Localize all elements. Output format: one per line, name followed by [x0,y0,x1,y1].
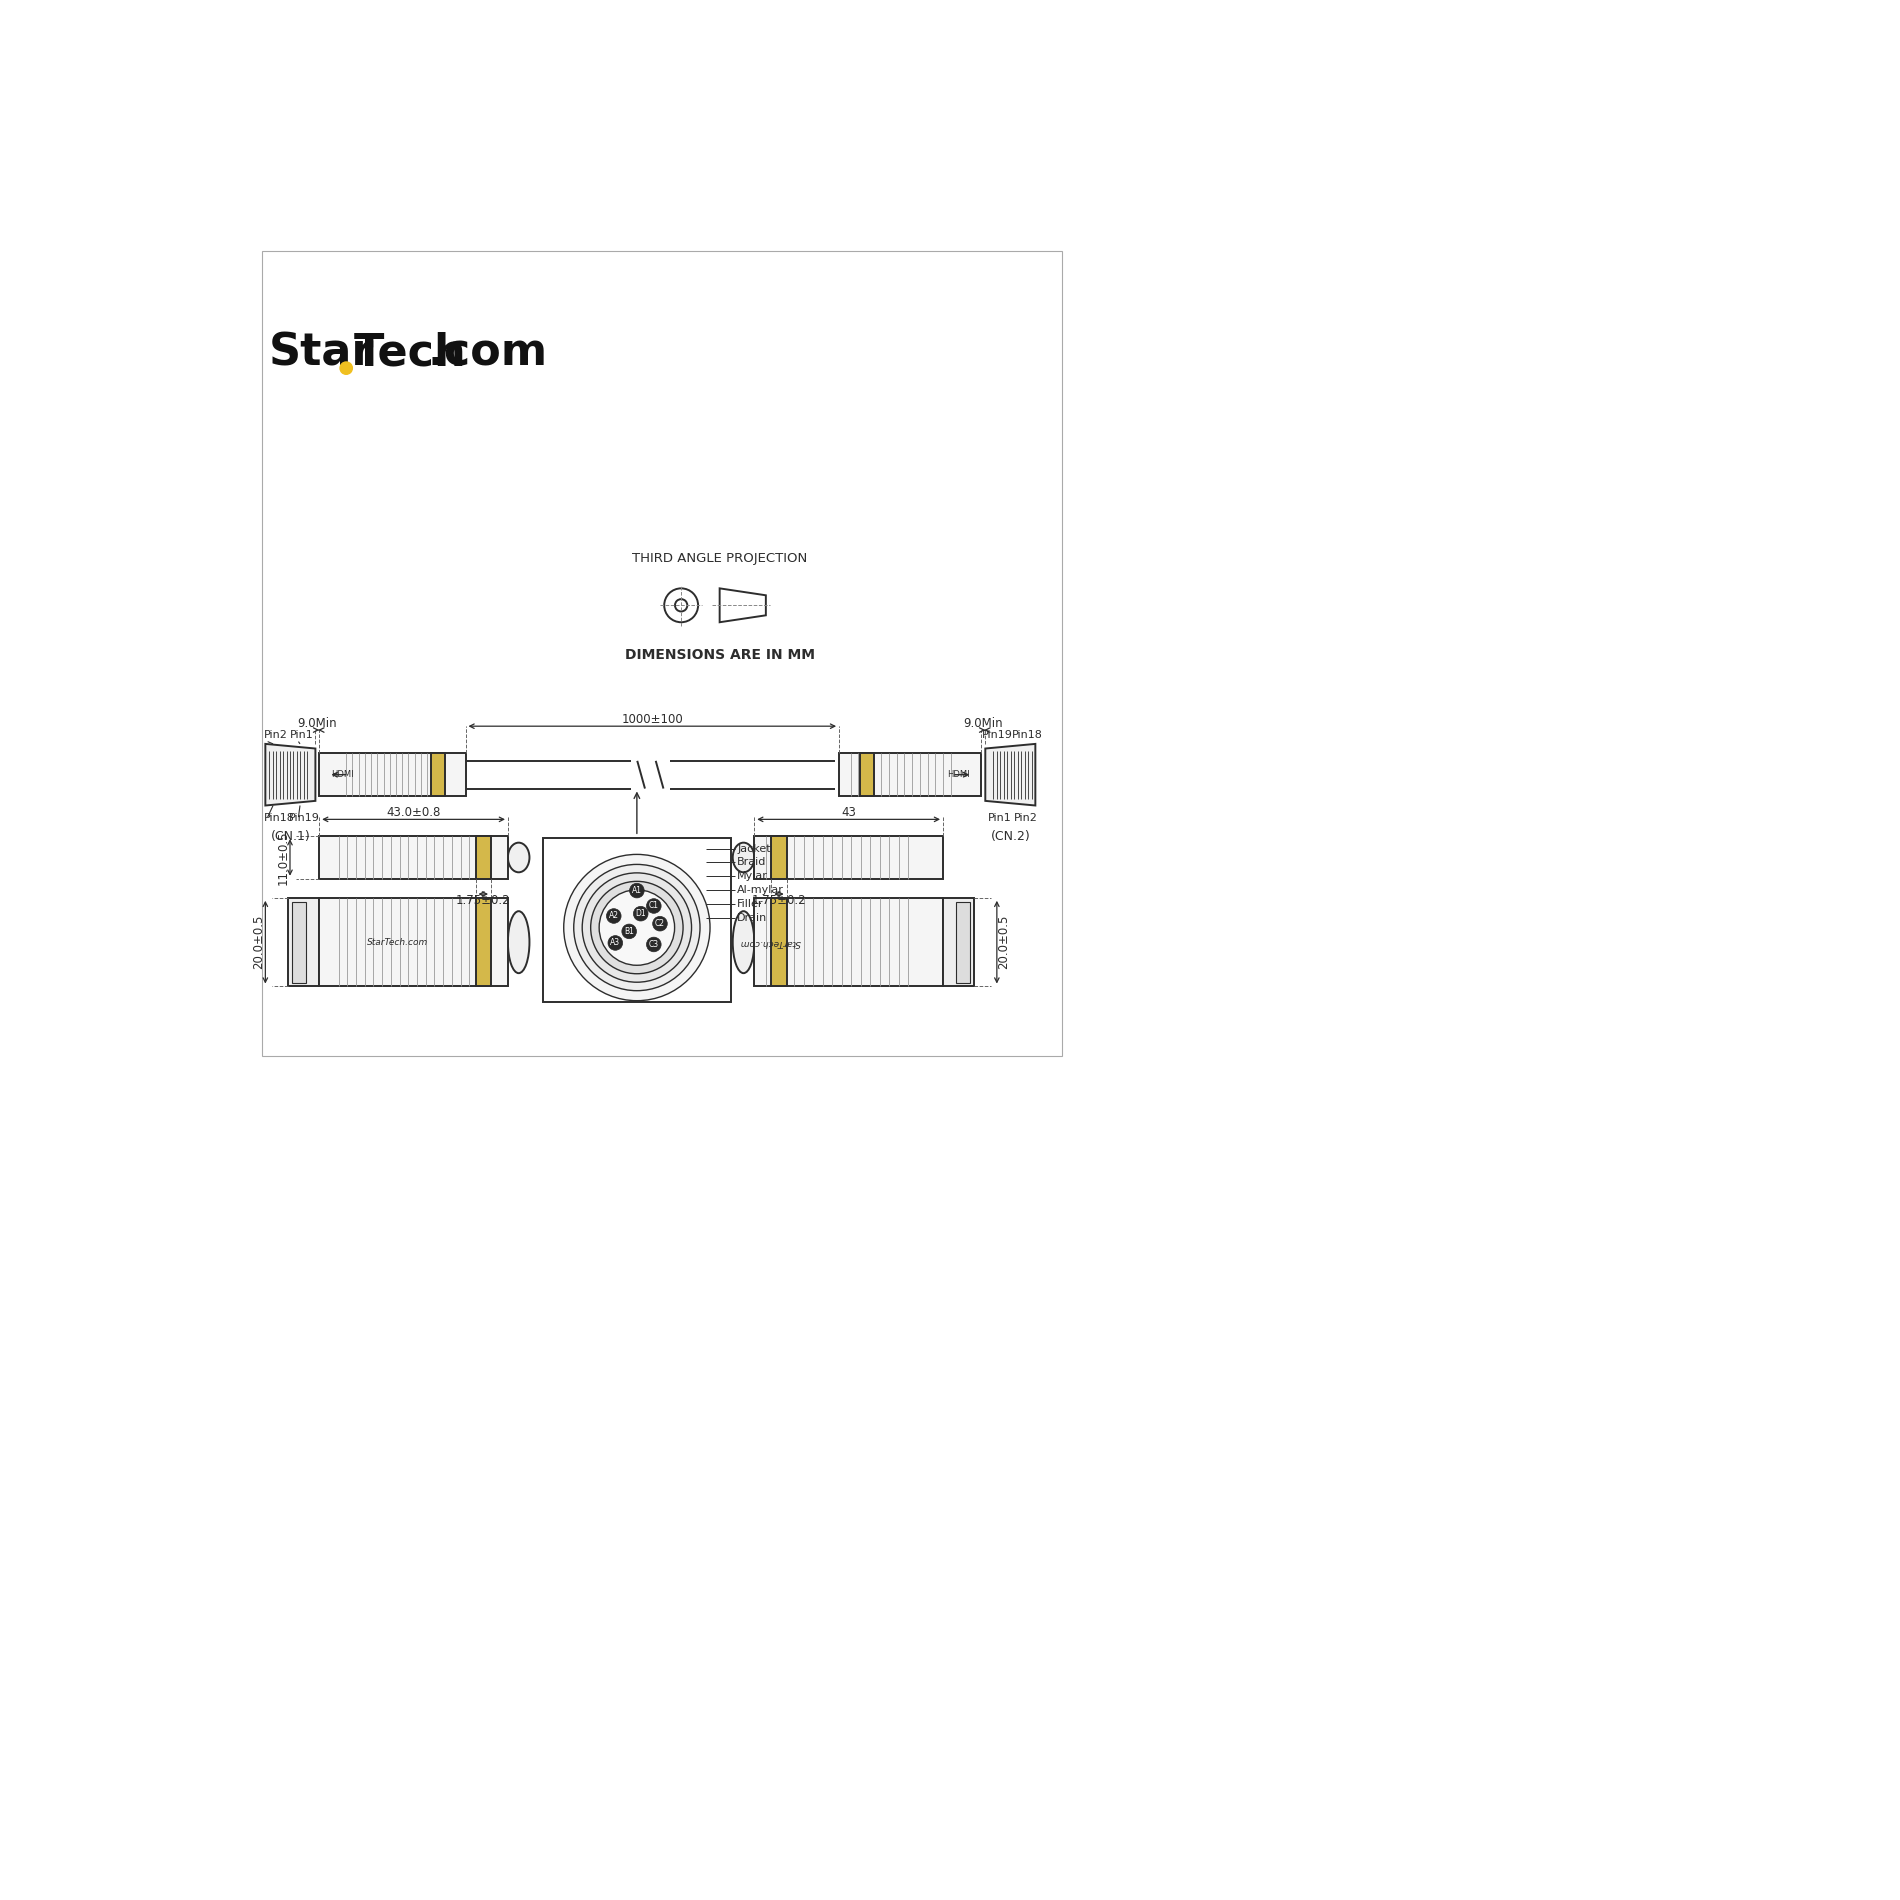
Text: C1: C1 [648,901,659,910]
Text: Pin18: Pin18 [264,813,294,823]
Circle shape [340,363,352,374]
Ellipse shape [507,912,530,973]
Circle shape [629,884,644,899]
Text: 20.0±0.5: 20.0±0.5 [998,916,1011,969]
Bar [771,899,787,986]
Text: .com: .com [428,331,547,374]
Text: 1.75±0.2: 1.75±0.2 [752,895,806,908]
Text: 43: 43 [842,806,857,819]
Bar [319,836,507,878]
Text: C3: C3 [648,940,659,948]
Text: 1000±100: 1000±100 [621,712,684,726]
Text: 43.0±0.8: 43.0±0.8 [386,806,441,819]
Bar [543,838,732,1001]
Text: 9.0Min: 9.0Min [963,716,1003,730]
Text: Pin19: Pin19 [289,813,319,823]
Text: Star: Star [270,331,374,374]
Circle shape [633,906,648,922]
Text: Al-mylar: Al-mylar [737,885,785,895]
Bar [956,902,969,982]
Bar [771,836,787,878]
Text: 1.75±0.2: 1.75±0.2 [456,895,511,908]
Circle shape [646,899,661,914]
Text: Tech: Tech [353,331,467,374]
Circle shape [654,916,667,931]
Text: 11.0±0.5: 11.0±0.5 [277,830,289,885]
Circle shape [606,908,621,923]
Text: Filler: Filler [737,899,764,908]
Circle shape [608,935,623,950]
Text: Pin2: Pin2 [264,730,287,739]
Bar [475,899,490,986]
Text: (CN.2): (CN.2) [990,830,1030,844]
Text: Jacket: Jacket [737,844,771,855]
Text: 20.0±0.5: 20.0±0.5 [253,916,264,969]
Polygon shape [986,745,1036,806]
Circle shape [574,864,699,990]
Circle shape [564,855,711,1001]
Text: HDMI: HDMI [946,770,969,779]
Circle shape [646,937,661,952]
Bar [289,899,319,986]
Bar [293,902,306,982]
Polygon shape [266,745,315,806]
Bar [319,752,466,796]
Bar [319,899,507,986]
Text: A2: A2 [608,912,619,920]
Bar [840,752,982,796]
Text: (CN.1): (CN.1) [270,830,310,844]
Text: 9.0Min: 9.0Min [298,716,336,730]
Ellipse shape [507,844,530,872]
Text: Pin18: Pin18 [1013,730,1043,739]
Bar [861,752,874,796]
Ellipse shape [733,844,754,872]
Text: Drain: Drain [737,912,768,923]
Text: StarTech.com: StarTech.com [367,939,428,946]
Text: Pin1: Pin1 [291,730,314,739]
Text: Pin1: Pin1 [988,813,1011,823]
Text: D1: D1 [635,910,646,918]
Text: Pin19: Pin19 [982,730,1013,739]
Text: StarTech.com: StarTech.com [739,939,802,946]
Bar [942,899,973,986]
Bar [262,251,1062,1056]
Text: A1: A1 [633,885,642,895]
Text: THIRD ANGLE PROJECTION: THIRD ANGLE PROJECTION [633,553,808,566]
Bar [754,836,942,878]
Bar [431,752,445,796]
Circle shape [581,872,692,982]
Text: B1: B1 [625,927,635,937]
Text: A3: A3 [610,939,621,948]
Text: HDMI: HDMI [331,770,353,779]
Text: Braid: Braid [737,857,768,868]
Bar [475,836,490,878]
Text: Pin2: Pin2 [1015,813,1037,823]
Text: DIMENSIONS ARE IN MM: DIMENSIONS ARE IN MM [625,648,815,661]
Circle shape [598,889,674,965]
Bar [754,899,942,986]
Circle shape [591,882,684,973]
Text: C2: C2 [656,920,665,929]
Text: Mylar: Mylar [737,872,768,882]
Ellipse shape [733,912,754,973]
Circle shape [621,923,637,939]
